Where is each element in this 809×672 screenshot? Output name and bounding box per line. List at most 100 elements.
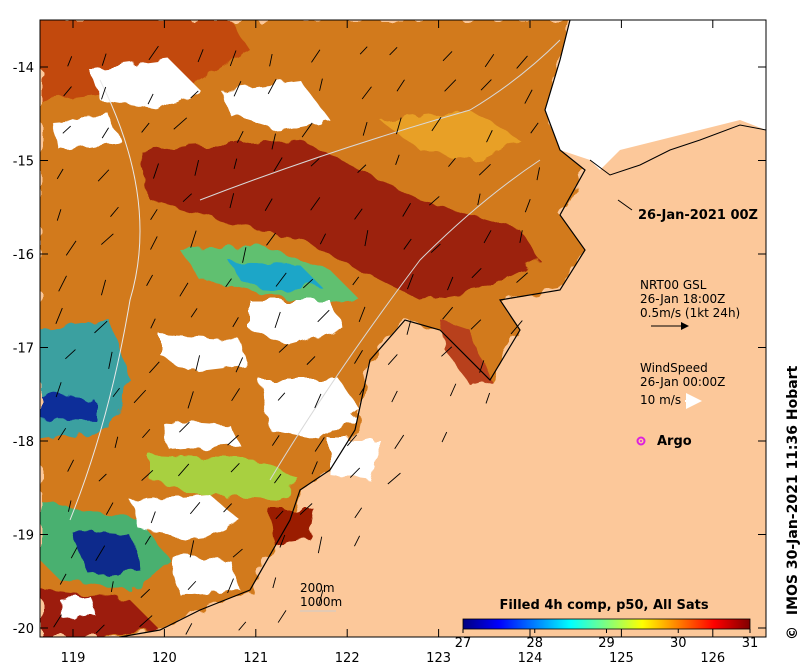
wind-vector [187, 391, 194, 409]
wind-vector [448, 157, 456, 167]
cloud-9 [130, 495, 240, 540]
wind-label-1: WindSpeed [640, 361, 708, 375]
wind-vector [277, 392, 286, 401]
cloud-5 [160, 335, 250, 372]
wind-vector [478, 163, 491, 176]
colorbar-tick-label: 29 [598, 636, 615, 651]
wind-vector [269, 53, 273, 67]
wind-vector [105, 502, 114, 515]
wind-vector [361, 86, 372, 100]
wind-vector [319, 233, 327, 245]
contour-200m [199, 39, 561, 201]
wind-vector [225, 278, 232, 288]
wind-vector [317, 309, 330, 323]
wind-vector [530, 122, 539, 134]
wind-vector [479, 360, 485, 373]
wind-vector [447, 276, 454, 291]
wind-vector [67, 56, 73, 67]
wind-vector [101, 233, 114, 245]
wind-vector [314, 393, 322, 409]
y-tick-label: -20 [13, 622, 34, 637]
wind-vector [395, 154, 400, 165]
wind-vector [441, 346, 453, 357]
wind-vector [318, 589, 324, 605]
wind-vector [178, 463, 190, 477]
x-tick-label: 123 [426, 651, 451, 666]
cloud-10 [170, 555, 240, 595]
wind-vector [232, 317, 239, 328]
wind-vectors [53, 45, 540, 635]
wind-vector [140, 588, 151, 598]
wind-vector [231, 388, 240, 402]
contour-1000m [69, 79, 141, 521]
wind-vector [149, 361, 160, 374]
wind-vector [233, 81, 242, 97]
wind-vector [182, 193, 193, 202]
wind-vector [519, 230, 523, 243]
wind-vector [267, 78, 277, 95]
wind-vector [311, 461, 318, 475]
cloud-6 [260, 380, 360, 440]
x-tick-label: 124 [518, 651, 543, 666]
wind-vector [266, 232, 276, 246]
y-tick-label: -16 [13, 248, 34, 263]
current-label-1: NRT00 GSL [640, 278, 707, 292]
wind-vector [65, 240, 77, 256]
wind-vector [510, 320, 523, 335]
wind-vector [63, 86, 72, 97]
cloud-2 [220, 80, 330, 130]
wind-vector [179, 282, 189, 297]
wind-vector [62, 125, 71, 134]
coastline-northeast [589, 124, 766, 176]
wind-vector [230, 462, 240, 473]
wind-vector [179, 421, 190, 433]
wind-vector [153, 163, 159, 179]
argo-marker [636, 436, 646, 446]
y-tick-label: -18 [13, 435, 34, 450]
colorbar [462, 618, 751, 630]
wind-vector [364, 230, 369, 247]
argo-label: Argo [657, 434, 692, 449]
wind-vector [229, 193, 235, 209]
wind-vector [195, 355, 201, 371]
x-tick-label: 126 [700, 651, 725, 666]
wind-vector [274, 311, 281, 329]
wind-vector [141, 470, 154, 481]
y-tick-label: -14 [13, 61, 34, 76]
y-tick-label: -17 [13, 342, 34, 357]
wind-vector [275, 272, 287, 287]
wind-vector [444, 79, 457, 92]
wind-vector [362, 121, 368, 136]
wind-vector [317, 536, 323, 554]
x-tick-label: 121 [243, 651, 268, 666]
current-label-3: 0.5m/s (1kt 24h) [640, 306, 740, 320]
wind-vector [272, 577, 277, 589]
wind-vector [94, 320, 108, 334]
wind-vector [114, 436, 119, 448]
x-tick-label: 122 [335, 651, 360, 666]
wind-vector [227, 578, 234, 594]
bathy-label-1000m: 1000m [300, 595, 342, 609]
wind-vector [67, 459, 75, 472]
wind-vector [229, 50, 237, 67]
colorbar-tick-label: 28 [526, 636, 543, 651]
wind-vector [101, 127, 109, 139]
sst-north-patch [40, 20, 250, 100]
wind-vector [142, 428, 151, 439]
credit-symbol: © [785, 626, 801, 640]
x-tick-label: 120 [152, 651, 177, 666]
wind-vector [133, 389, 147, 404]
wind-vector [271, 435, 280, 446]
wind-label-2: 26-Jan 00:00Z [640, 375, 725, 389]
wind-vector [236, 131, 244, 143]
wind-vector [53, 614, 62, 628]
wind-vector [101, 53, 107, 66]
wind-vector [402, 202, 411, 217]
colorbar-tick-label: 30 [670, 636, 687, 651]
wind-vector [347, 434, 357, 447]
colorbar-title: Filled 4h comp, p50, All Sats [499, 598, 708, 613]
sst-hot-band [140, 140, 540, 300]
wind-vector [389, 47, 398, 56]
wind-vector [277, 610, 287, 623]
cloud-4 [250, 300, 345, 345]
